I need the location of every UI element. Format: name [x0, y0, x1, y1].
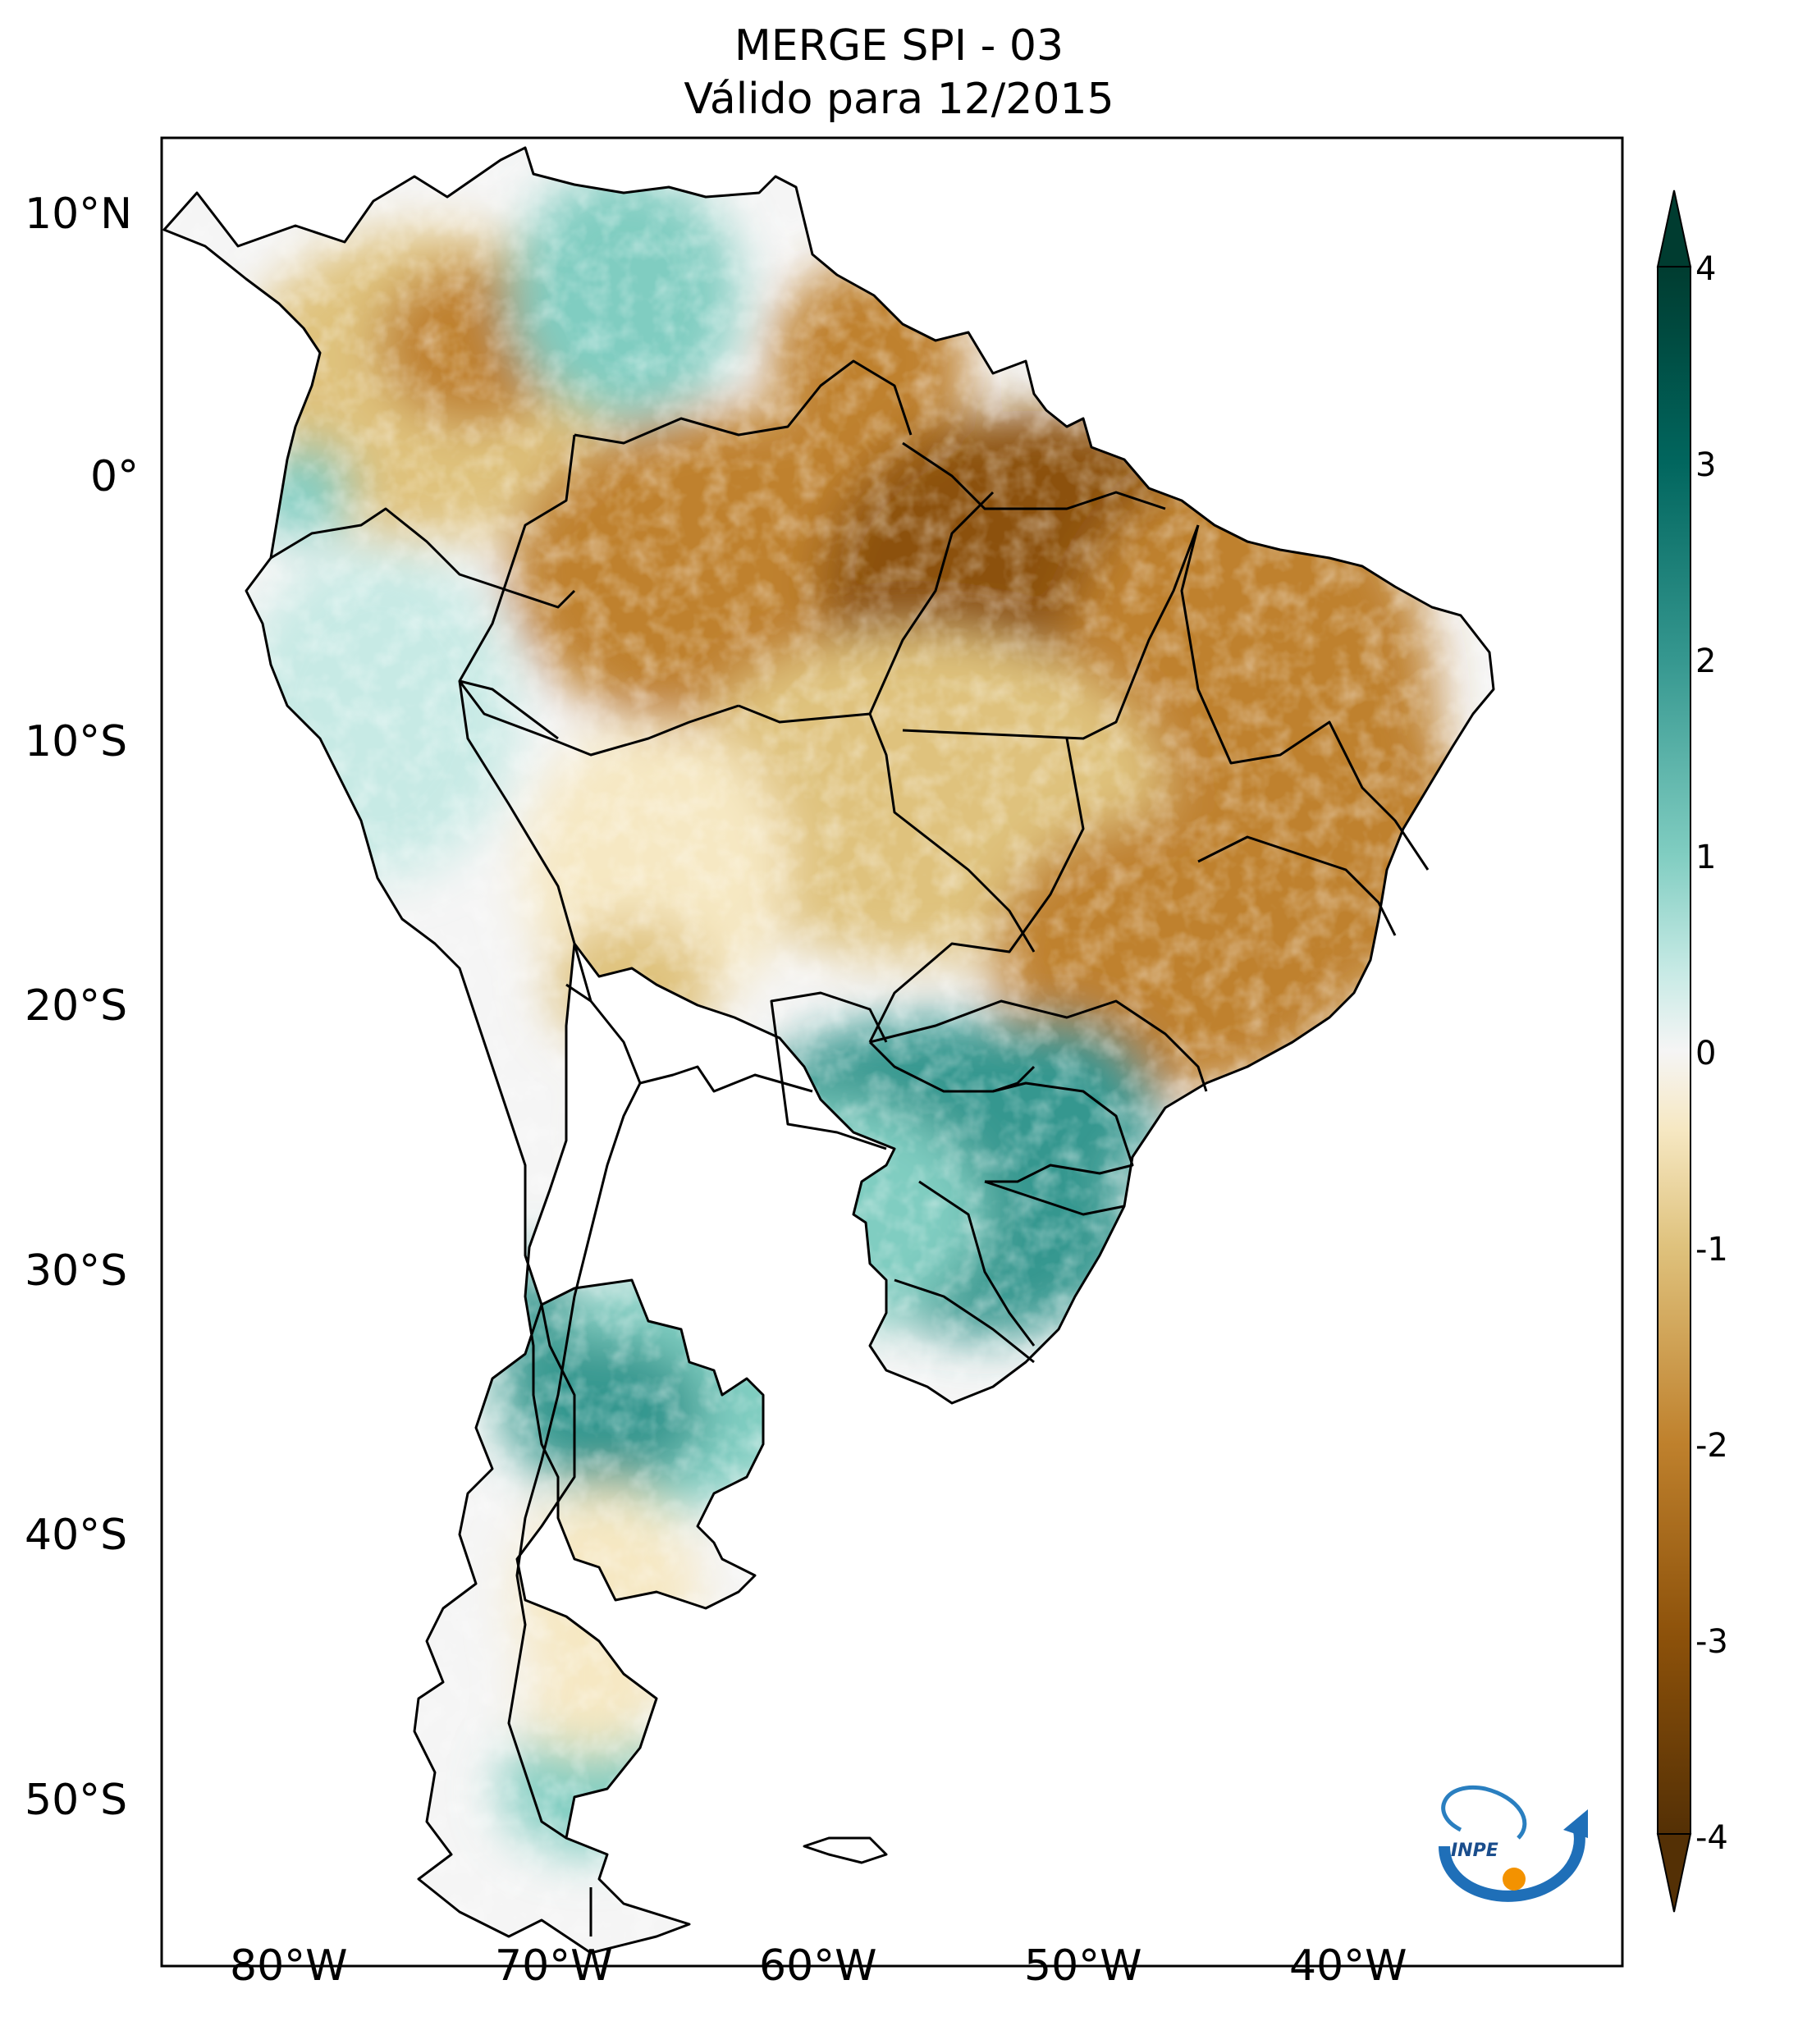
colorbar-extend-top: [1656, 190, 1692, 268]
lon-tick-label: 50°W: [1024, 1941, 1142, 1991]
lat-tick-label: 10°S: [25, 717, 128, 766]
colorbar-tick-label: 2: [1695, 642, 1717, 680]
map-axes-frame: [160, 136, 1624, 1968]
lat-tick-label: 40°S: [25, 1511, 128, 1560]
colorbar-extend-bottom: [1656, 1833, 1692, 1913]
lat-tick-label: 30°S: [25, 1246, 128, 1296]
colorbar-tick-label: 4: [1695, 250, 1717, 288]
map-title: MERGE SPI - 03: [734, 21, 1064, 71]
map-subtitle: Válido para 12/2015: [684, 75, 1114, 124]
lat-tick-label: 0°: [90, 452, 140, 501]
colorbar-tick-label: -2: [1695, 1427, 1728, 1465]
colorbar-tick-label: 3: [1695, 446, 1717, 484]
lat-tick-label: 50°S: [25, 1776, 128, 1825]
colorbar-tick-label: -3: [1695, 1623, 1728, 1661]
lat-tick-label: 10°N: [25, 190, 133, 239]
lon-tick-label: 70°W: [495, 1941, 613, 1991]
inpe-logo-text: INPE: [1451, 1841, 1498, 1861]
inpe-logo-icon: INPE: [1439, 1786, 1588, 1902]
colorbar-tick-label: 1: [1695, 839, 1717, 876]
colorbar-tick-label: -4: [1695, 1819, 1728, 1857]
colorbar-tick-label: -1: [1695, 1231, 1728, 1269]
lon-tick-label: 40°W: [1289, 1941, 1407, 1991]
coastline-borders: [162, 146, 1495, 1955]
lon-tick-label: 80°W: [230, 1941, 348, 1991]
colorbar: [1656, 190, 1692, 1913]
colorbar-tick-label: 0: [1695, 1035, 1717, 1072]
lon-tick-label: 60°W: [759, 1941, 877, 1991]
lat-tick-label: 20°S: [25, 981, 128, 1031]
